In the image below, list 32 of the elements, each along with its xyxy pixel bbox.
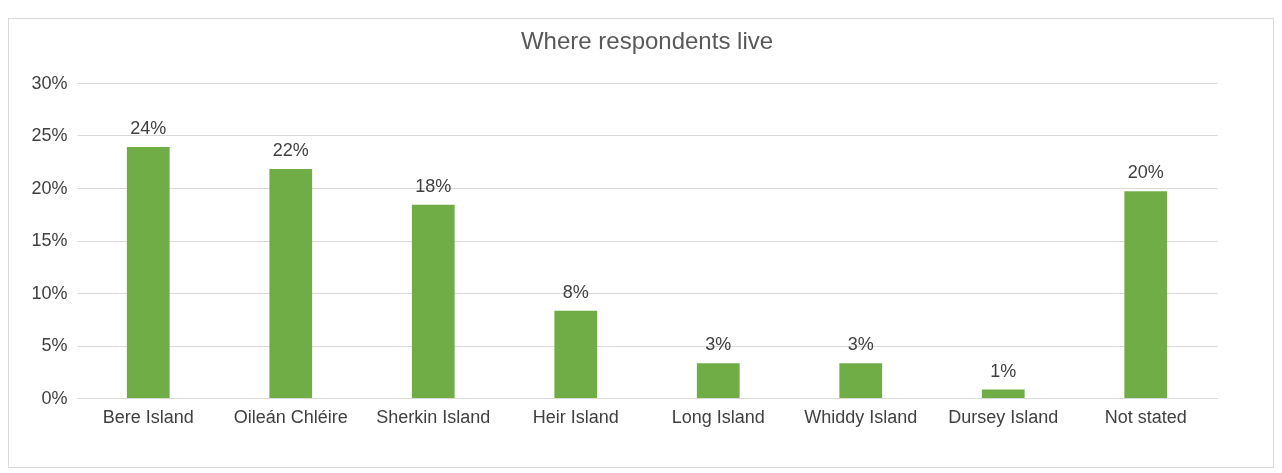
x-tick-label: Bere Island — [102, 406, 194, 427]
data-label: 1% — [990, 360, 1017, 381]
bar — [269, 169, 313, 398]
chart-title: Where respondents live — [520, 27, 774, 54]
y-tick-label: 25% — [31, 125, 68, 145]
y-tick-label: 20% — [31, 177, 68, 198]
data-label: 8% — [562, 281, 589, 302]
data-label: 3% — [847, 334, 874, 355]
data-label: 20% — [1127, 162, 1164, 183]
data-label: 18% — [415, 175, 452, 196]
x-tick-label: Heir Island — [532, 406, 619, 427]
x-tick-label: Dursey Island — [948, 406, 1059, 427]
bar — [411, 204, 455, 398]
x-tick-label: Long Island — [671, 406, 765, 427]
y-tick-label: 15% — [31, 230, 68, 250]
bar — [554, 310, 598, 398]
x-tick-label: Oileán Chléire — [233, 406, 348, 427]
data-label: 3% — [705, 334, 732, 355]
bar — [981, 389, 1025, 398]
y-tick-label: 10% — [31, 282, 68, 303]
data-label: 22% — [272, 140, 309, 161]
bar — [126, 147, 170, 398]
y-tick-label: 30% — [31, 72, 68, 93]
y-tick-label: 5% — [41, 335, 68, 355]
y-tick-label: 0% — [41, 387, 68, 408]
x-tick-label: Sherkin Island — [376, 406, 491, 427]
bar — [839, 363, 883, 398]
x-tick-label: Whiddy Island — [804, 406, 918, 427]
x-tick-label: Not stated — [1104, 406, 1187, 427]
bar — [696, 363, 740, 398]
bar — [1124, 191, 1168, 398]
data-label: 24% — [130, 118, 167, 139]
